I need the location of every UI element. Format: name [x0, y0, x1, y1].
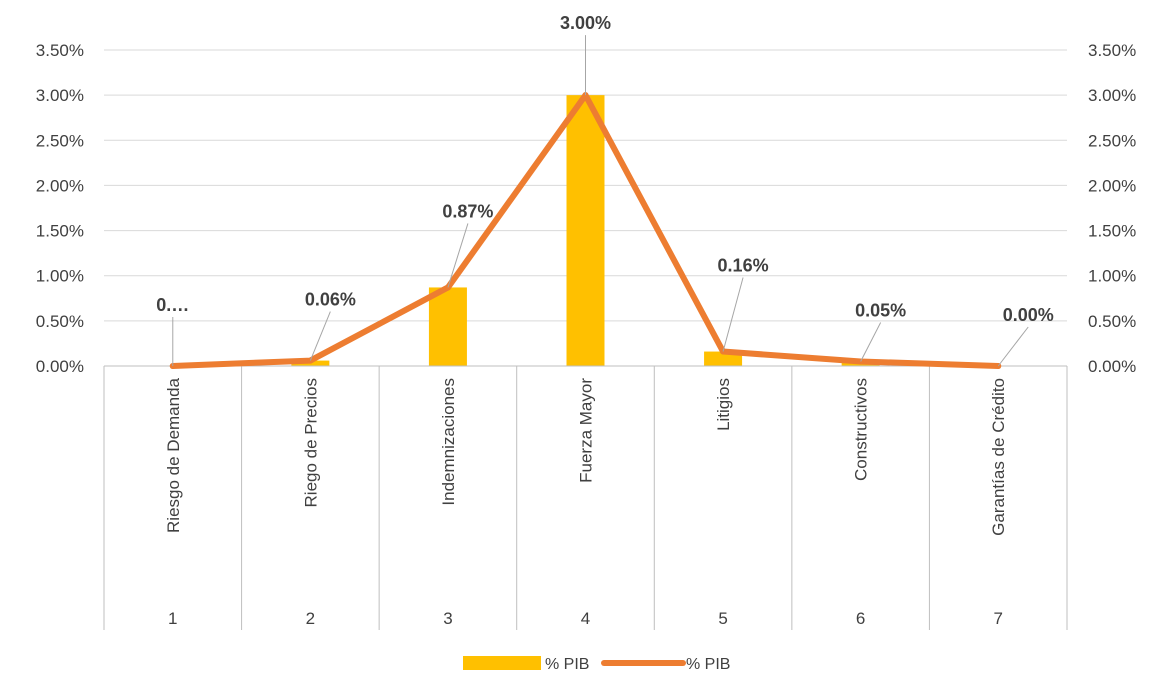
bar-series [291, 95, 880, 367]
data-label: 0.05% [855, 300, 906, 320]
data-labels: 0.… 0.06% 0.87% 3.00% 0.16% 0.05% 0.00% [156, 13, 1054, 367]
y2-tick-label: 1.00% [1088, 267, 1136, 286]
x-tick-label: 6 [856, 609, 865, 628]
leader-line [997, 326, 1029, 367]
bar [566, 95, 605, 367]
y-tick-label: 0.00% [36, 357, 84, 376]
x-tick-label: 5 [718, 609, 727, 628]
y-tick-label: 0.50% [36, 312, 84, 331]
leader-line [722, 277, 744, 352]
x-category-label: Litigios [714, 378, 733, 431]
y-tick-label: 1.50% [36, 222, 84, 241]
y2-tick-label: 0.50% [1088, 312, 1136, 331]
x-tick-label: 1 [168, 609, 177, 628]
y-tick-label: 2.50% [36, 131, 84, 150]
x-category-label: Constructivos [852, 378, 871, 481]
x-axis: Riesgo de Demanda Riego de Precios Indemni… [103, 365, 1068, 630]
y-tick-label: 2.00% [36, 176, 84, 195]
x-category-label: Fuerza Mayor [577, 378, 596, 483]
leader-line [447, 223, 469, 288]
y-tick-label: 1.00% [36, 267, 84, 286]
x-category-label: Riesgo de Demanda [164, 377, 183, 533]
legend-bar-swatch [463, 656, 541, 670]
x-tick-label: 4 [581, 609, 590, 628]
y-tick-label: 3.00% [36, 86, 84, 105]
data-label: 3.00% [560, 13, 611, 33]
legend-bar-label: % PIB [545, 656, 589, 673]
y2-tick-label: 3.50% [1088, 41, 1136, 60]
data-label: 0.16% [718, 256, 769, 276]
data-label: 0.06% [305, 290, 356, 310]
y-tick-label: 3.50% [36, 41, 84, 60]
x-category-label: Indemnizaciones [439, 378, 458, 506]
y-axis-right: 0.00% 0.50% 1.00% 1.50% 2.00% 2.50% 3.00% 3.50% [1088, 41, 1136, 376]
data-label: 0.00% [1003, 305, 1054, 325]
leader-line [860, 322, 882, 362]
x-tick-label: 3 [443, 609, 452, 628]
y-axis-left: 0.00% 0.50% 1.00% 1.50% 2.00% 2.50% 3.00% 3.50% [36, 41, 84, 376]
x-tick-label: 2 [306, 609, 315, 628]
data-label: 0.… [156, 295, 189, 315]
y2-tick-label: 2.50% [1088, 131, 1136, 150]
y2-tick-label: 3.00% [1088, 86, 1136, 105]
legend-line-label: % PIB [686, 656, 730, 673]
data-label: 0.87% [442, 201, 493, 221]
bar [428, 287, 467, 366]
x-category-label: Riego de Precios [301, 378, 320, 507]
y2-tick-label: 2.00% [1088, 176, 1136, 195]
y2-tick-label: 0.00% [1088, 357, 1136, 376]
x-tick-label: 7 [993, 609, 1002, 628]
x-category-label: Garantías de Crédito [989, 378, 1008, 536]
legend: % PIB % PIB [463, 656, 730, 673]
y2-tick-label: 1.50% [1088, 222, 1136, 241]
leader-line [309, 311, 331, 361]
